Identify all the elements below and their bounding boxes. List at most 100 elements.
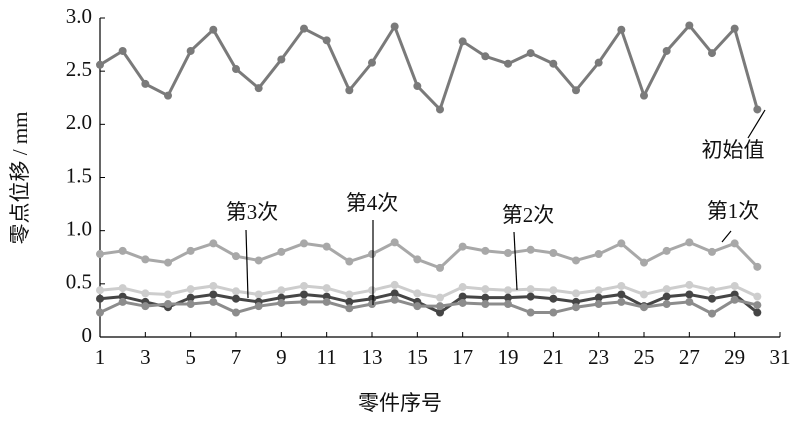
data-point <box>96 60 104 69</box>
data-point <box>164 290 172 299</box>
data-point <box>594 250 603 259</box>
data-point <box>232 65 240 74</box>
data-point <box>481 246 490 255</box>
data-point <box>640 290 648 299</box>
data-point <box>277 298 286 307</box>
data-point <box>436 293 444 302</box>
data-point <box>526 308 535 317</box>
data-point <box>617 281 626 290</box>
data-point <box>662 46 671 55</box>
data-point <box>96 308 104 317</box>
data-point <box>685 290 694 299</box>
data-point <box>232 252 240 261</box>
x-axis-label: 零件序号 <box>358 391 442 415</box>
data-point <box>254 84 263 93</box>
y-tick-label: 0 <box>82 323 93 347</box>
data-point <box>708 286 716 295</box>
data-point <box>753 308 762 317</box>
data-point <box>254 290 263 299</box>
data-point <box>413 302 422 311</box>
series-label: 第4次 <box>346 191 399 215</box>
x-tick-label: 13 <box>362 345 383 369</box>
data-point <box>164 258 172 267</box>
data-point <box>549 59 558 68</box>
callout-line <box>513 231 518 291</box>
data-point <box>640 258 648 267</box>
data-point <box>368 58 376 67</box>
callout-line <box>245 229 249 299</box>
x-tick-label: 31 <box>770 345 791 369</box>
data-point <box>141 255 150 264</box>
x-tick-label: 15 <box>407 345 428 369</box>
data-point <box>730 281 739 290</box>
data-point <box>685 280 694 289</box>
series-label: 第1次 <box>707 199 760 223</box>
data-point <box>209 239 218 248</box>
data-point <box>209 25 218 34</box>
data-point <box>96 286 104 295</box>
data-point <box>300 24 308 33</box>
series-label: 初始值 <box>702 138 765 162</box>
data-point <box>368 286 376 295</box>
callout-line <box>747 109 766 139</box>
data-point <box>594 300 603 309</box>
series-line <box>99 240 759 270</box>
data-point <box>685 297 694 306</box>
data-point <box>322 242 331 251</box>
data-point <box>708 294 716 303</box>
data-point <box>572 303 580 312</box>
data-point <box>277 55 286 64</box>
data-point <box>504 286 512 295</box>
data-point <box>390 289 399 298</box>
data-point <box>209 290 218 299</box>
data-point <box>277 286 286 295</box>
y-tick-label: 3.0 <box>66 4 92 28</box>
data-point <box>345 257 354 266</box>
x-tick-label: 11 <box>317 345 337 369</box>
data-point <box>368 300 376 309</box>
series-label: 第3次 <box>226 200 279 224</box>
data-point <box>526 245 535 254</box>
data-point <box>458 292 467 301</box>
y-tick-label: 0.5 <box>66 270 92 294</box>
data-point <box>390 22 399 31</box>
data-point <box>458 37 467 46</box>
x-tick-label: 29 <box>724 345 745 369</box>
data-point <box>186 246 195 255</box>
data-point <box>141 289 150 298</box>
data-point <box>209 281 218 290</box>
data-point <box>662 292 671 301</box>
data-point <box>708 247 716 256</box>
data-point <box>708 309 716 318</box>
data-point <box>300 290 308 299</box>
data-point <box>753 262 762 271</box>
data-point <box>436 308 444 317</box>
x-tick-label: 23 <box>588 345 609 369</box>
data-point <box>254 256 263 265</box>
data-point <box>277 247 286 256</box>
data-point <box>436 302 444 311</box>
x-tick-label: 1 <box>95 345 106 369</box>
data-point <box>368 250 376 259</box>
y-tick-label: 1.0 <box>66 216 92 240</box>
y-tick-label: 2.5 <box>66 57 92 81</box>
data-point <box>617 239 626 248</box>
data-point <box>549 286 558 295</box>
data-point <box>322 284 331 293</box>
data-point <box>753 301 762 310</box>
data-point <box>617 290 626 299</box>
data-point <box>458 242 467 251</box>
data-point <box>96 294 104 303</box>
data-point <box>322 36 331 45</box>
data-point <box>481 300 490 309</box>
data-point <box>186 285 195 294</box>
data-point <box>186 293 195 302</box>
data-point <box>504 248 512 257</box>
data-point <box>708 49 716 58</box>
callout-line <box>721 230 732 243</box>
y-tick-label: 1.5 <box>66 163 92 187</box>
data-point <box>345 304 354 313</box>
data-point <box>209 297 218 306</box>
x-tick-label: 19 <box>498 345 519 369</box>
